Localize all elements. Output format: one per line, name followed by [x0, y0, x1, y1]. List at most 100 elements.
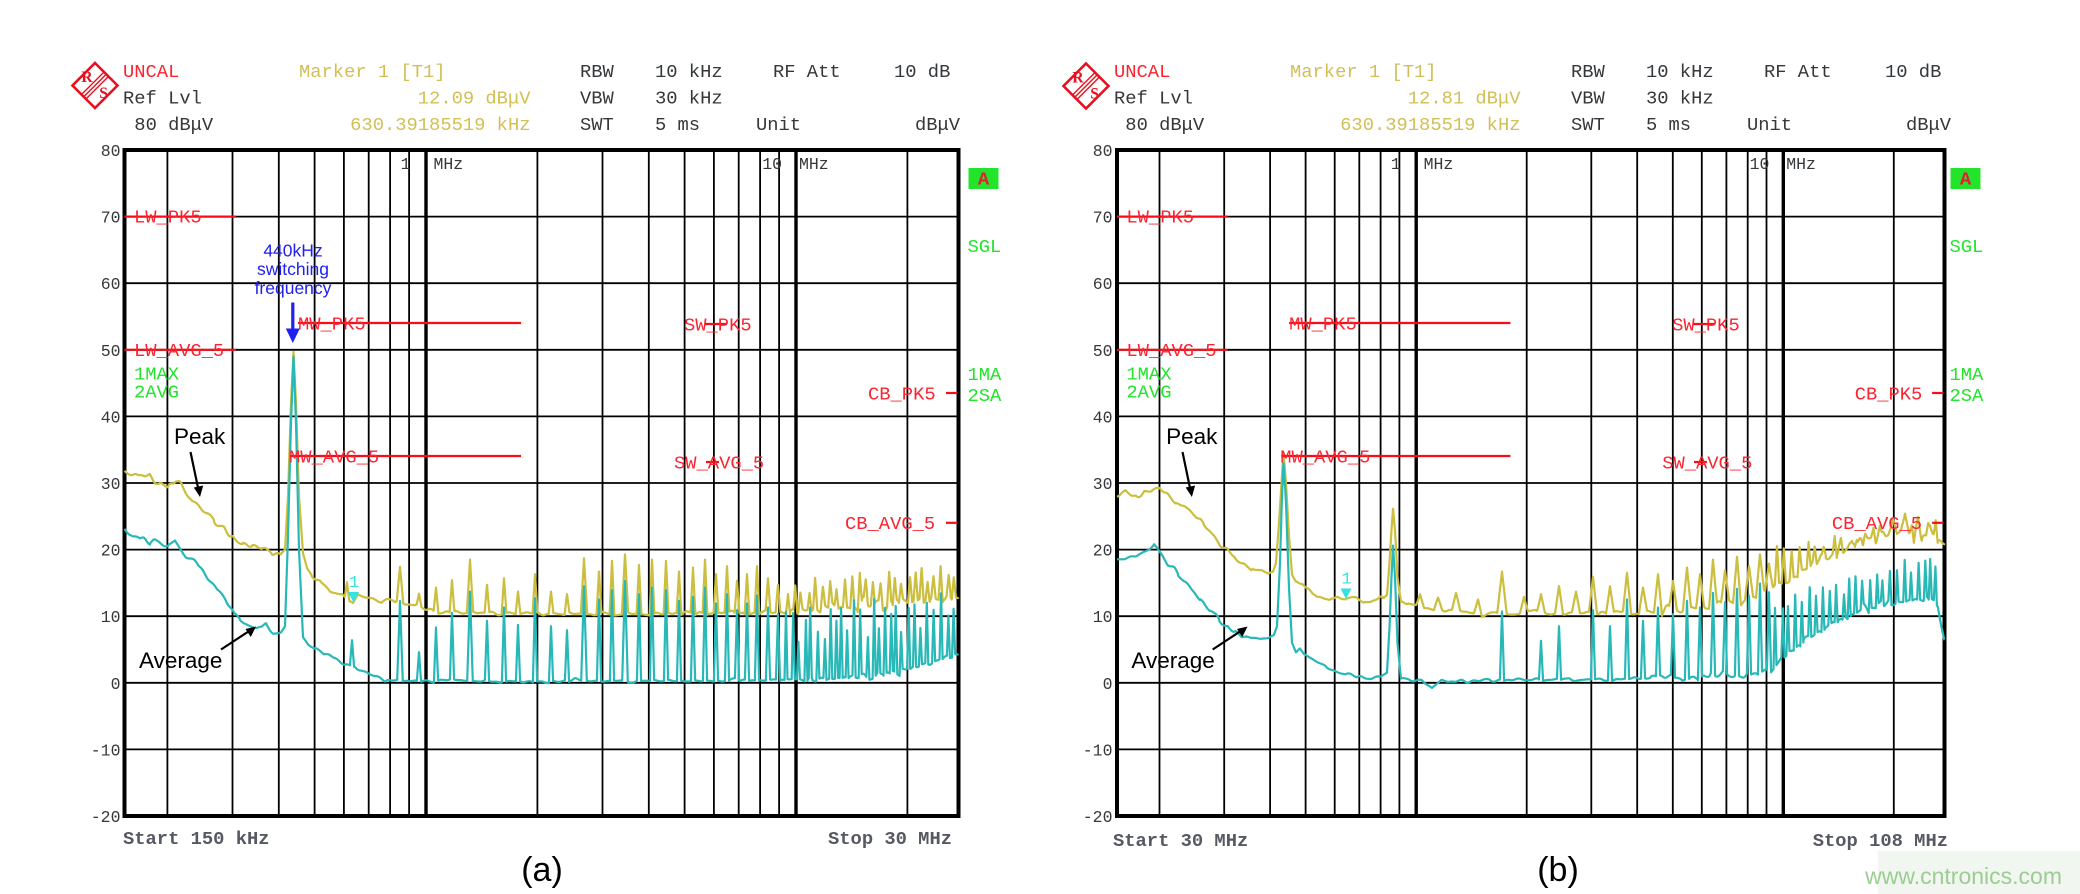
svg-text:40: 40	[1093, 408, 1113, 427]
svg-text:SW_AVG_5: SW_AVG_5	[674, 453, 764, 475]
svg-text:-10: -10	[1083, 741, 1113, 760]
svg-text:UNCAL: UNCAL	[1114, 61, 1170, 83]
svg-text:SWT: SWT	[580, 114, 614, 136]
svg-text:80: 80	[101, 142, 121, 161]
svg-text:30 kHz: 30 kHz	[1646, 88, 1714, 110]
svg-text:2SA: 2SA	[968, 385, 1003, 407]
svg-text:10: 10	[1750, 155, 1770, 174]
svg-text:12.09 dBμV: 12.09 dBμV	[418, 88, 531, 110]
svg-text:20: 20	[101, 542, 121, 561]
svg-text:1MA: 1MA	[1950, 364, 1985, 386]
svg-text:10 kHz: 10 kHz	[655, 61, 723, 83]
svg-text:1MAX: 1MAX	[1126, 364, 1171, 386]
svg-text:1: 1	[1391, 155, 1401, 174]
svg-text:2AVG: 2AVG	[1126, 382, 1171, 404]
svg-text:CB_AVG_5: CB_AVG_5	[1832, 513, 1922, 535]
svg-text:80 dBμV: 80 dBμV	[1125, 114, 1205, 136]
svg-text:(a): (a)	[521, 851, 563, 889]
svg-text:5 ms: 5 ms	[655, 114, 700, 136]
svg-text:LW_PK5: LW_PK5	[134, 207, 202, 229]
svg-text:30 kHz: 30 kHz	[655, 88, 723, 110]
svg-text:70: 70	[1093, 209, 1113, 228]
svg-text:R: R	[1072, 70, 1084, 87]
svg-text:80: 80	[1093, 142, 1113, 161]
svg-text:Unit: Unit	[1747, 114, 1792, 136]
svg-text:Peak: Peak	[174, 424, 226, 449]
svg-text:VBW: VBW	[580, 88, 615, 110]
svg-text:Start 30 MHz: Start 30 MHz	[1113, 830, 1248, 852]
svg-text:1MA: 1MA	[968, 364, 1003, 386]
svg-text:S: S	[1090, 86, 1099, 103]
svg-text:SGL: SGL	[1950, 236, 1984, 258]
svg-text:10: 10	[1093, 608, 1113, 627]
svg-text:MHz: MHz	[434, 155, 464, 174]
svg-text:S: S	[99, 85, 108, 102]
svg-text:Peak: Peak	[1166, 424, 1218, 449]
svg-text:Start 150 kHz: Start 150 kHz	[123, 828, 270, 850]
svg-text:60: 60	[101, 275, 121, 294]
svg-text:MHz: MHz	[1786, 155, 1816, 174]
svg-text:2AVG: 2AVG	[134, 382, 179, 404]
svg-text:RF Att: RF Att	[1764, 61, 1832, 83]
svg-text:CB_AVG_5: CB_AVG_5	[845, 513, 935, 535]
svg-text:50: 50	[1093, 342, 1113, 361]
svg-text:Stop 30 MHz: Stop 30 MHz	[828, 828, 952, 850]
svg-text:Ref Lvl: Ref Lvl	[123, 88, 202, 110]
svg-text:SW_PK5: SW_PK5	[1672, 315, 1740, 337]
svg-text:5 ms: 5 ms	[1646, 114, 1691, 136]
svg-text:30: 30	[101, 475, 121, 494]
svg-text:SW_AVG_5: SW_AVG_5	[1662, 453, 1752, 475]
svg-text:Average: Average	[139, 648, 222, 673]
svg-text:-10: -10	[91, 741, 121, 760]
svg-text:MHz: MHz	[799, 155, 829, 174]
svg-text:-20: -20	[1083, 808, 1113, 827]
svg-text:10: 10	[762, 155, 782, 174]
svg-text:MW_PK5: MW_PK5	[1289, 314, 1357, 336]
svg-text:dBμV: dBμV	[1906, 114, 1952, 136]
svg-text:1MAX: 1MAX	[134, 364, 179, 386]
svg-text:A: A	[1960, 169, 1972, 191]
svg-text:Marker 1 [T1]: Marker 1 [T1]	[1290, 61, 1437, 83]
svg-text:RF Att: RF Att	[773, 61, 841, 83]
svg-text:MW_AVG_5: MW_AVG_5	[1280, 447, 1370, 469]
svg-text:MW_PK5: MW_PK5	[298, 314, 366, 336]
svg-text:frequency: frequency	[255, 278, 332, 298]
svg-text:RBW: RBW	[1571, 61, 1606, 83]
svg-text:10 dB: 10 dB	[894, 61, 950, 83]
svg-text:-20: -20	[91, 808, 121, 827]
svg-text:Stop 108 MHz: Stop 108 MHz	[1813, 830, 1948, 852]
svg-text:SGL: SGL	[968, 236, 1002, 258]
svg-text:VBW: VBW	[1571, 88, 1606, 110]
svg-text:R: R	[81, 69, 93, 86]
svg-text:440kHz: 440kHz	[263, 241, 322, 261]
svg-text:UNCAL: UNCAL	[123, 61, 179, 83]
svg-text:SWT: SWT	[1571, 114, 1605, 136]
svg-text:1: 1	[401, 155, 411, 174]
svg-text:630.39185519 kHz: 630.39185519 kHz	[350, 114, 530, 136]
svg-text:Marker 1 [T1]: Marker 1 [T1]	[299, 61, 446, 83]
svg-text:80 dBμV: 80 dBμV	[134, 114, 214, 136]
svg-text:www.cntronics.com: www.cntronics.com	[1864, 863, 2062, 889]
svg-text:SW_PK5: SW_PK5	[684, 315, 752, 337]
svg-text:(b): (b)	[1537, 851, 1579, 889]
svg-text:20: 20	[1093, 542, 1113, 561]
svg-text:50: 50	[101, 342, 121, 361]
svg-text:10 dB: 10 dB	[1885, 61, 1941, 83]
svg-text:LW_PK5: LW_PK5	[1126, 207, 1194, 229]
svg-text:LW_AVG_5: LW_AVG_5	[134, 340, 224, 362]
svg-text:0: 0	[1103, 675, 1113, 694]
svg-text:CB_PK5: CB_PK5	[1855, 384, 1923, 406]
svg-text:MHz: MHz	[1424, 155, 1454, 174]
svg-text:LW_AVG_5: LW_AVG_5	[1126, 340, 1216, 362]
svg-text:60: 60	[1093, 275, 1113, 294]
svg-text:0: 0	[111, 675, 121, 694]
svg-text:10: 10	[101, 608, 121, 627]
svg-text:30: 30	[1093, 475, 1113, 494]
svg-text:CB_PK5: CB_PK5	[868, 384, 936, 406]
svg-text:switching: switching	[257, 259, 329, 279]
svg-text:A: A	[978, 169, 990, 191]
svg-text:1: 1	[1342, 571, 1352, 590]
svg-text:Unit: Unit	[756, 114, 801, 136]
svg-text:630.39185519 kHz: 630.39185519 kHz	[1340, 114, 1520, 136]
svg-text:RBW: RBW	[580, 61, 615, 83]
